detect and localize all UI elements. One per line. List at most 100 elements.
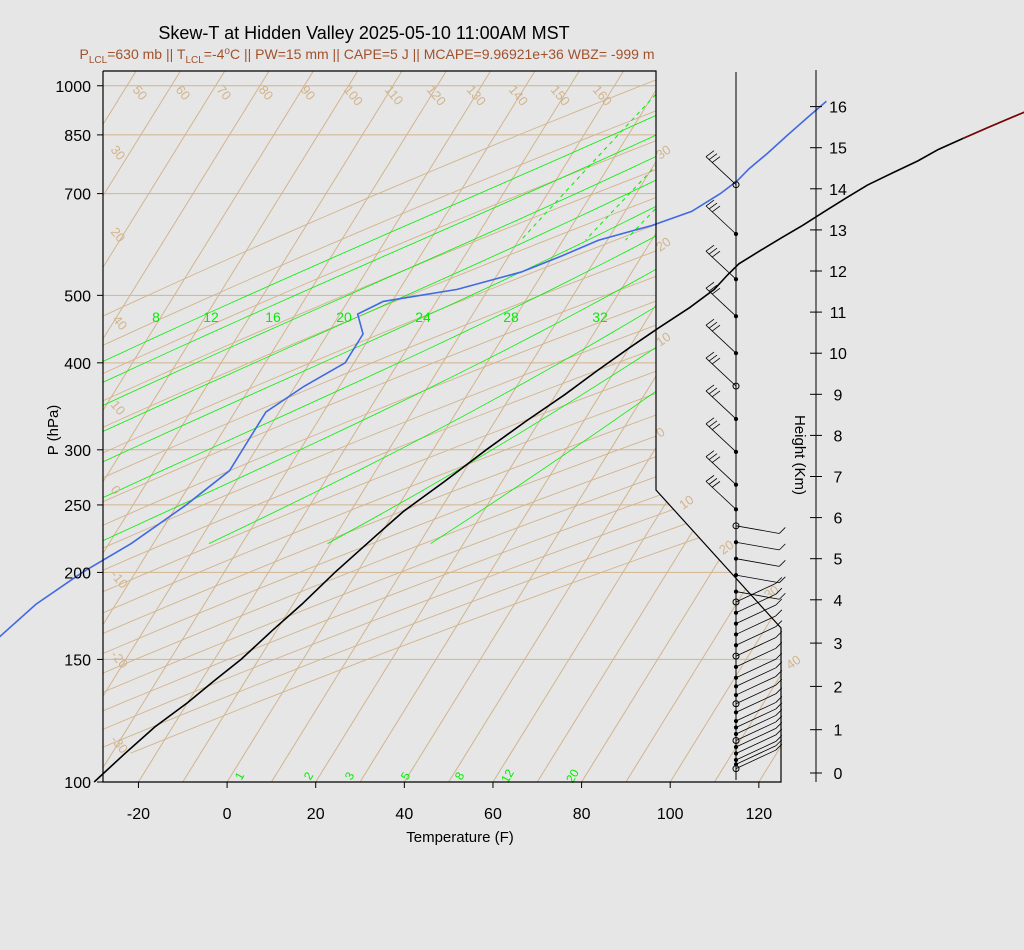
isotherm-label-right: 20 bbox=[716, 537, 736, 558]
wind-barb bbox=[735, 749, 777, 770]
wind-barb-feather bbox=[775, 587, 783, 595]
wind-barb bbox=[735, 574, 780, 584]
wind-barb bbox=[735, 684, 777, 705]
wind-barb-feather bbox=[708, 284, 718, 292]
dry-adiabat bbox=[103, 71, 781, 754]
height-tick-label: 8 bbox=[834, 428, 843, 445]
wind-barb-feather bbox=[708, 420, 718, 428]
isotherm-line bbox=[103, 71, 403, 782]
height-axis-label: Height (Km) bbox=[791, 415, 808, 495]
wind-barb-feather bbox=[708, 247, 718, 255]
isotherm-line bbox=[103, 71, 492, 782]
wind-barb bbox=[735, 728, 777, 748]
y-tick-label: 850 bbox=[64, 128, 91, 145]
height-tick-label: 10 bbox=[829, 346, 847, 363]
wind-profile bbox=[705, 72, 786, 780]
wind-barb bbox=[735, 741, 777, 761]
isotherm-line bbox=[103, 71, 447, 782]
dry-adiabat bbox=[103, 71, 781, 754]
isotherm-line bbox=[315, 71, 757, 782]
axes-layer: -20 0 20 40 60 80 100 1201001502002503004005007… bbox=[55, 70, 847, 823]
wind-barb-feather bbox=[711, 324, 721, 332]
height-tick-label: 9 bbox=[834, 387, 843, 404]
dry-adiabat bbox=[103, 71, 781, 754]
wind-barb-feather bbox=[779, 576, 786, 584]
dry-adiabat bbox=[103, 71, 781, 754]
wind-barb-feather bbox=[708, 387, 718, 395]
isotherm-label-right: 40 bbox=[783, 652, 803, 673]
x-tick-label: 120 bbox=[745, 806, 772, 823]
wind-barb-feather bbox=[708, 153, 718, 161]
wind-barb-feather bbox=[705, 384, 715, 392]
wind-barb-feather bbox=[708, 453, 718, 461]
wind-dot bbox=[732, 522, 740, 530]
dewpoint-line bbox=[0, 100, 827, 638]
height-tick-label: 5 bbox=[834, 552, 843, 569]
mixing-ratio-label: 12 bbox=[203, 309, 219, 325]
wind-barb bbox=[705, 357, 737, 387]
mixing-ratio-label: 3 bbox=[342, 769, 358, 782]
temperature-line bbox=[93, 111, 1024, 783]
wind-dot bbox=[733, 692, 739, 698]
dry-adiabat bbox=[103, 71, 781, 754]
wind-barb-feather bbox=[705, 318, 715, 326]
wind-dot bbox=[733, 632, 739, 637]
wind-barb-feather bbox=[711, 390, 721, 398]
isotherm-line bbox=[669, 71, 781, 782]
wind-barb-feather bbox=[711, 357, 721, 365]
dry-adiabat bbox=[103, 71, 781, 754]
wind-barb-feather bbox=[705, 450, 715, 458]
wind-barb-feather bbox=[779, 592, 786, 600]
mixing-ratio-line bbox=[775, 71, 781, 241]
x-tick-label: 20 bbox=[307, 806, 325, 823]
dry-adiabat bbox=[103, 71, 781, 754]
wind-barb-feather bbox=[705, 199, 715, 207]
height-tick-label: 14 bbox=[829, 182, 847, 199]
moist-adiabat bbox=[103, 85, 721, 544]
wind-barb bbox=[705, 324, 737, 354]
isotherm-line bbox=[270, 71, 713, 782]
height-tick-label: 2 bbox=[834, 679, 843, 696]
y-tick-label: 250 bbox=[64, 498, 91, 515]
y-tick-label: 700 bbox=[64, 187, 91, 204]
isotherm-line bbox=[359, 71, 781, 782]
wind-barb bbox=[735, 541, 780, 551]
isotherm-line bbox=[103, 71, 226, 782]
height-tick-label: 16 bbox=[829, 100, 847, 117]
isotherm-line bbox=[103, 71, 536, 782]
isotherm-line bbox=[103, 71, 137, 782]
height-tick-label: 15 bbox=[829, 141, 847, 158]
mixing-ratio-line bbox=[585, 71, 747, 241]
wind-barb bbox=[735, 626, 777, 646]
moist-adiabat bbox=[327, 85, 781, 544]
wind-dot bbox=[732, 598, 740, 606]
wind-barb bbox=[705, 250, 737, 280]
wind-dot bbox=[733, 762, 739, 767]
wind-barb bbox=[735, 637, 777, 657]
y-tick-label: 400 bbox=[64, 356, 91, 373]
wind-barb bbox=[705, 287, 737, 317]
wind-barb-feather bbox=[775, 598, 783, 606]
wind-barb-feather bbox=[705, 351, 715, 359]
mixing-ratio-label: 28 bbox=[503, 309, 519, 325]
parcel-segment-line bbox=[962, 111, 1024, 140]
mixing-ratio-label: 32 bbox=[592, 309, 608, 325]
mixing-ratio-line bbox=[836, 71, 1013, 240]
wind-barb-feather bbox=[705, 417, 715, 425]
dry-adiabat bbox=[103, 71, 781, 754]
wind-dot bbox=[732, 382, 740, 390]
wind-barb-feather bbox=[705, 281, 715, 289]
wind-barb bbox=[705, 481, 737, 510]
isotherm-label-right: 30 bbox=[653, 142, 673, 163]
isotherm-line bbox=[847, 71, 1024, 782]
mixing-ratio-line bbox=[728, 71, 781, 241]
height-tick-label: 7 bbox=[834, 470, 843, 487]
y-axis-label: P (hPa) bbox=[45, 405, 62, 456]
wind-barb bbox=[735, 693, 777, 713]
wind-barb bbox=[735, 583, 777, 603]
wind-barb-feather bbox=[779, 527, 786, 534]
x-tick-label: 40 bbox=[395, 806, 413, 823]
wind-barb bbox=[705, 205, 737, 235]
dry-adiabat bbox=[103, 71, 781, 754]
